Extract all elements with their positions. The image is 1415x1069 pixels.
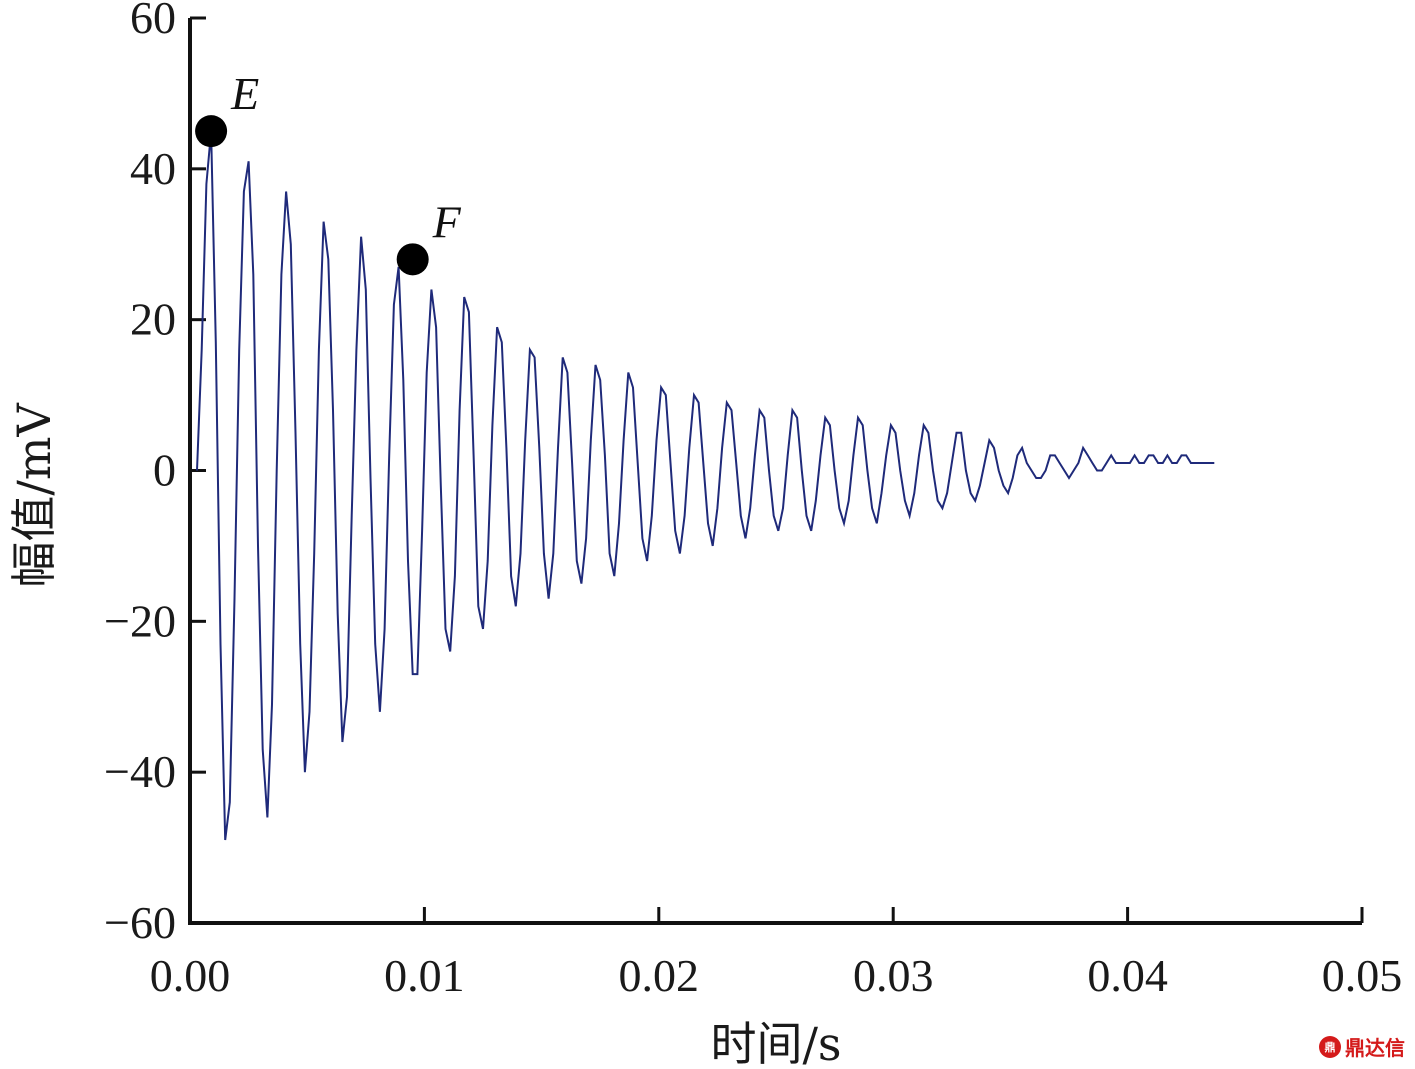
marker-point-e [195, 115, 228, 148]
tick-marks [188, 16, 1364, 925]
x-tick-label: 0.01 [384, 950, 465, 1001]
y-tick-label: 40 [130, 143, 176, 194]
watermark-text: 鼎达信 [1345, 1036, 1405, 1060]
marker-label-f: F [432, 196, 462, 247]
y-tick-label: 20 [130, 294, 176, 345]
y-tick-label: −60 [104, 897, 176, 948]
x-tick-label: 0.02 [619, 950, 700, 1001]
x-tick-label: 0.04 [1087, 950, 1168, 1001]
series-line-1 [196, 131, 1215, 841]
axes [188, 18, 1362, 925]
marker-label-e: E [230, 68, 259, 119]
watermark: 鼎 鼎达信 [1319, 1032, 1405, 1061]
y-tick-label: 60 [130, 0, 176, 43]
watermark-logo-icon: 鼎 [1319, 1035, 1341, 1058]
x-tick-label: 0.03 [853, 950, 934, 1001]
marker-layer: EF [195, 68, 462, 276]
series-layer [196, 131, 1215, 841]
x-axis-title: 时间/s [710, 1017, 841, 1069]
y-axis-title: 幅值/mV [7, 403, 61, 588]
x-tick-label: 0.05 [1322, 950, 1403, 1001]
y-tick-label: −40 [104, 746, 176, 797]
x-tick-label: 0.00 [150, 950, 231, 1001]
tick-labels: 60 40 20 0 −20 −40 −600.00 0.01 0.02 0.03 0.04 0.05 [104, 0, 1402, 1001]
y-tick-label: 0 [153, 445, 176, 496]
y-tick-label: −20 [104, 595, 176, 646]
marker-point-f [396, 243, 429, 276]
